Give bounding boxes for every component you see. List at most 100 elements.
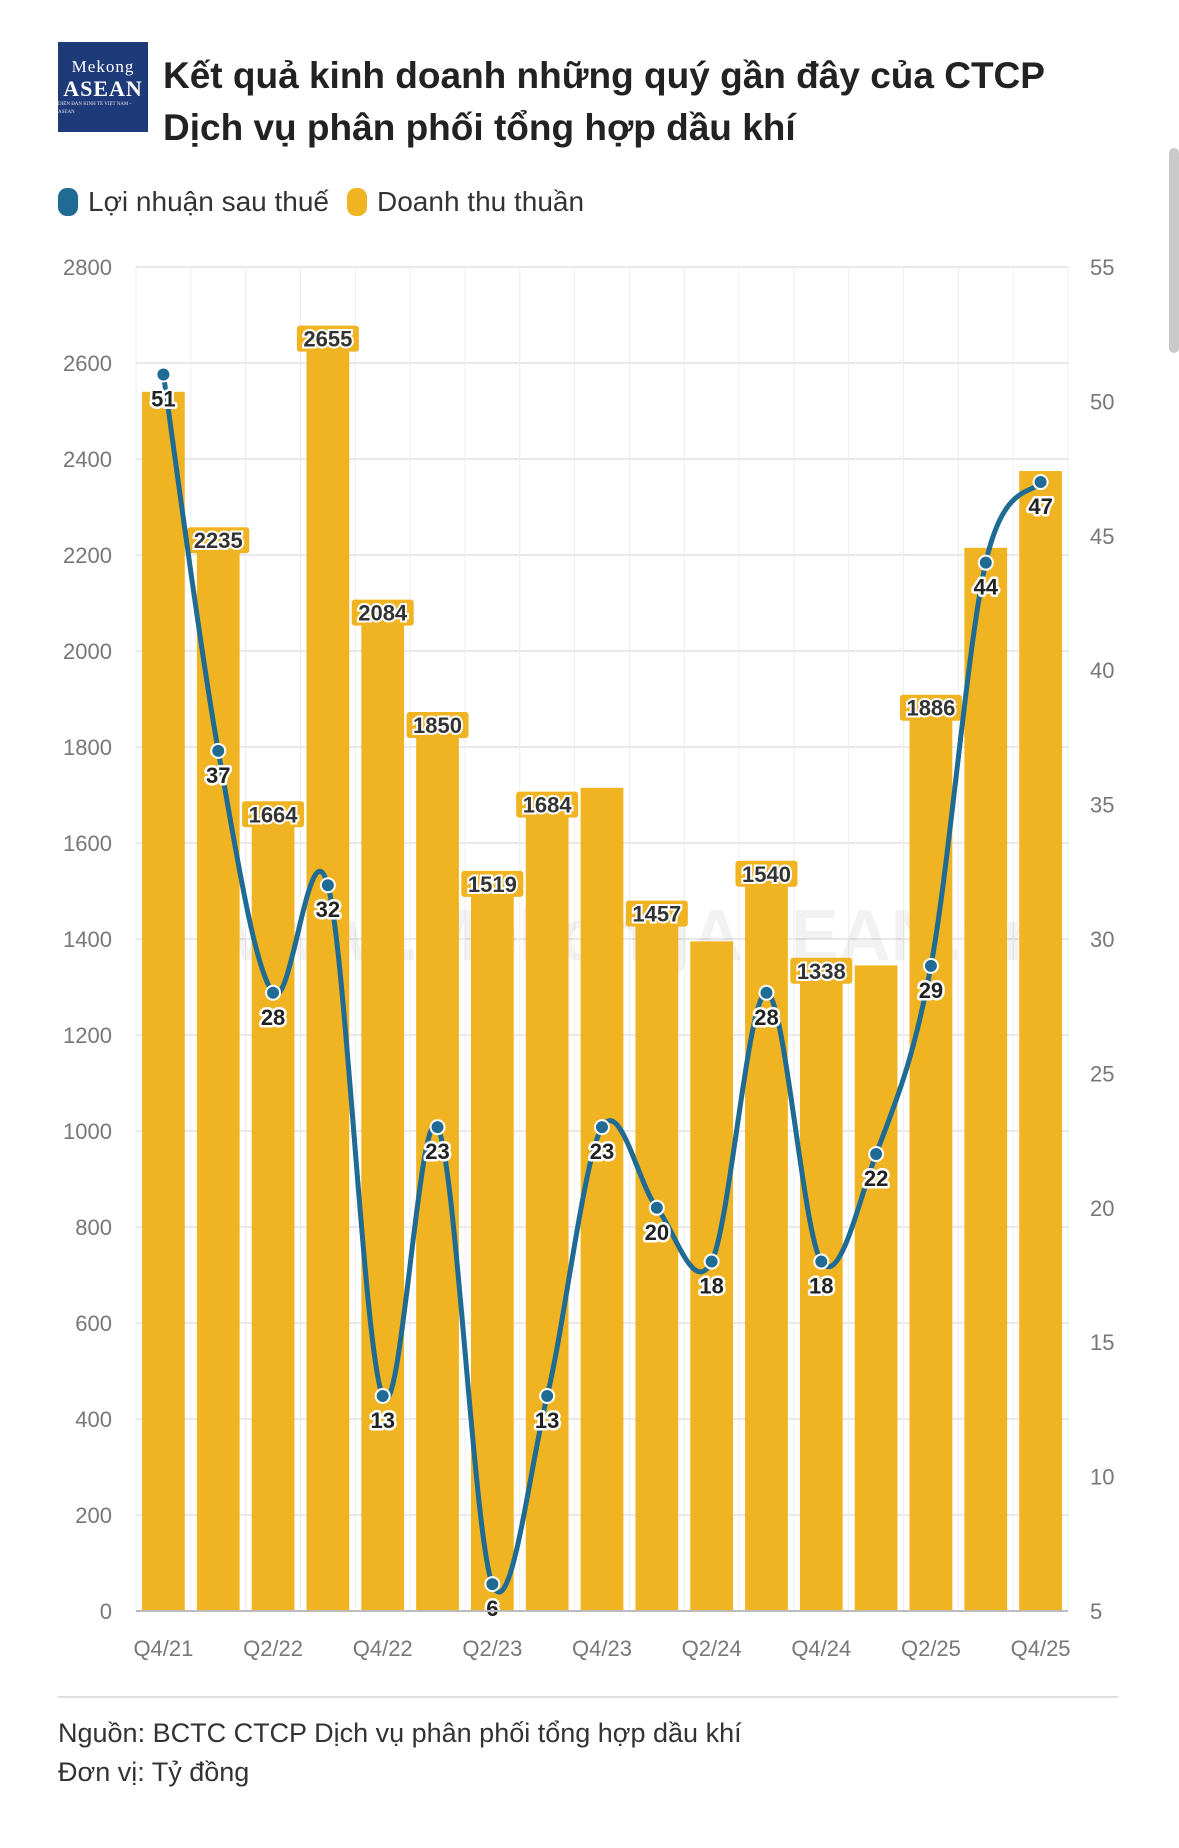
revenue-label-bg — [242, 801, 305, 828]
profit-point — [484, 1576, 501, 1593]
revenue-bar — [745, 871, 788, 1611]
legend-label-profit: Lợi nhuận sau thuế — [88, 186, 329, 217]
x-tick-label: Q2/24 — [682, 1636, 742, 1661]
revenue-label: 1886 — [906, 696, 955, 721]
profit-point — [155, 366, 172, 383]
y-right-tick-label: 40 — [1090, 658, 1114, 683]
revenue-label: 2084 — [358, 601, 408, 626]
revenue-label-bg — [735, 860, 798, 887]
profit-label: 44 — [974, 575, 999, 600]
profit-point — [374, 1387, 391, 1404]
revenue-label-bg — [899, 694, 962, 721]
profit-label: 6 — [486, 1596, 498, 1621]
profit-label: 51 — [151, 387, 175, 412]
profit-label: 47 — [1028, 494, 1052, 519]
profit-label: 13 — [535, 1408, 559, 1433]
profit-label: 23 — [425, 1139, 449, 1164]
profit-point — [265, 984, 282, 1001]
revenue-label-bg — [461, 870, 524, 897]
revenue-bar — [1019, 471, 1062, 1611]
y-right-tick-label: 20 — [1090, 1196, 1114, 1221]
legend-item-revenue: Doanh thu thuần — [347, 186, 584, 218]
profit-point — [648, 1199, 665, 1216]
y-right-tick-label: 10 — [1090, 1465, 1114, 1490]
profit-label: 23 — [590, 1139, 614, 1164]
scrollbar[interactable] — [1169, 148, 1179, 353]
x-tick-label: Q2/23 — [462, 1636, 522, 1661]
revenue-bar — [361, 610, 405, 1611]
revenue-bar — [251, 812, 295, 1611]
profit-point — [977, 554, 994, 571]
revenue-label-bg — [351, 599, 414, 626]
revenue-label: 1338 — [797, 959, 846, 984]
revenue-bar — [964, 547, 1008, 1611]
revenue-label: 1540 — [742, 862, 791, 887]
unit-note: Đơn vị: Tỷ đồng — [58, 1757, 250, 1787]
revenue-bar — [799, 968, 843, 1611]
y-left-tick-label: 2400 — [63, 447, 112, 472]
chart-title: Kết quả kinh doanh những quý gần đây của… — [163, 55, 1045, 148]
profit-label: 37 — [206, 763, 230, 788]
legend-swatch-revenue — [347, 188, 367, 216]
revenue-bar — [635, 911, 679, 1611]
y-left-tick-label: 1200 — [63, 1023, 112, 1048]
revenue-bar — [854, 965, 898, 1611]
x-tick-label: Q4/22 — [353, 1636, 413, 1661]
profit-label: 32 — [316, 897, 340, 922]
y-left-tick-label: 1000 — [63, 1119, 112, 1144]
source-note: Nguồn: BCTC CTCP Dịch vụ phân phối tổng … — [58, 1718, 742, 1748]
y-left-tick-label: 2200 — [63, 543, 112, 568]
profit-label: 13 — [370, 1408, 394, 1433]
revenue-label: 1684 — [523, 793, 573, 818]
x-tick-label: Q2/22 — [243, 1636, 303, 1661]
profit-point — [539, 1387, 556, 1404]
profit-point — [703, 1253, 720, 1270]
revenue-label-bg — [406, 712, 469, 738]
profit-label: 18 — [699, 1274, 723, 1299]
profit-point — [868, 1146, 885, 1163]
revenue-label: 2655 — [303, 327, 352, 352]
revenue-label: 1850 — [413, 713, 462, 738]
profit-label: 28 — [754, 1005, 778, 1030]
profit-point — [429, 1119, 446, 1136]
y-left-tick-label: 2000 — [63, 639, 112, 664]
x-tick-label: Q2/25 — [901, 1636, 961, 1661]
y-right-tick-label: 35 — [1090, 793, 1114, 818]
revenue-bar — [690, 941, 734, 1611]
y-left-tick-label: 1800 — [63, 735, 112, 760]
y-left-tick-label: 1400 — [63, 927, 112, 952]
profit-label: 22 — [864, 1166, 888, 1191]
profit-label: 20 — [645, 1220, 669, 1245]
y-left-tick-label: 200 — [75, 1503, 112, 1528]
revenue-label: 1664 — [249, 802, 299, 827]
y-left-tick-label: 400 — [75, 1407, 112, 1432]
y-left-tick-label: 0 — [100, 1599, 112, 1624]
y-right-tick-label: 5 — [1090, 1599, 1102, 1624]
y-right-tick-label: 25 — [1090, 1061, 1114, 1086]
mekong-asean-logo: Mekong ASEAN DIỄN ĐÀN KINH TẾ VIỆT NAM -… — [58, 42, 148, 132]
legend-swatch-profit — [58, 188, 78, 216]
legend-label-revenue: Doanh thu thuần — [377, 186, 585, 217]
profit-point — [758, 984, 775, 1001]
legend-item-profit: Lợi nhuận sau thuế — [58, 186, 329, 218]
y-left-tick-label: 1600 — [63, 831, 112, 856]
y-left-tick-label: 2600 — [63, 351, 112, 376]
revenue-label-bg — [625, 900, 688, 927]
y-right-tick-label: 30 — [1090, 927, 1114, 952]
profit-label: 28 — [261, 1005, 285, 1030]
revenue-bar — [306, 336, 350, 1612]
profit-point — [319, 877, 336, 894]
x-tick-label: Q4/21 — [133, 1636, 193, 1661]
profit-point — [594, 1119, 610, 1136]
y-left-tick-label: 600 — [75, 1311, 112, 1336]
y-right-tick-label: 45 — [1090, 524, 1114, 549]
y-right-tick-label: 50 — [1090, 389, 1114, 414]
profit-label: 29 — [919, 978, 943, 1003]
chart-legend: Lợi nhuận sau thuế Doanh thu thuần — [58, 186, 602, 218]
profit-point — [922, 957, 939, 974]
profit-point — [210, 742, 227, 759]
y-right-tick-label: 15 — [1090, 1330, 1114, 1355]
revenue-bar — [525, 802, 569, 1611]
revenue-bar — [142, 391, 185, 1611]
profit-point — [1032, 474, 1049, 491]
